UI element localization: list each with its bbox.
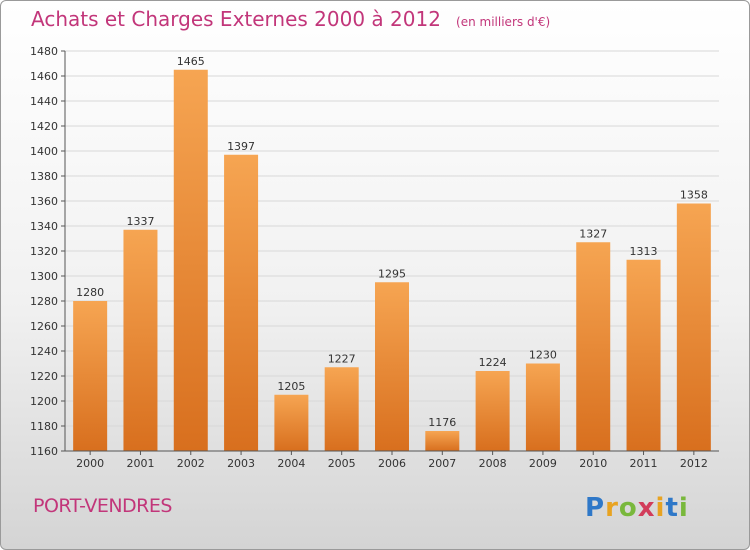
x-tick-label: 2012 — [680, 457, 708, 470]
y-tick-label: 1180 — [30, 420, 58, 433]
logo-letter: i — [655, 493, 666, 523]
bar — [525, 363, 560, 451]
bar — [425, 431, 460, 451]
x-tick-label: 2001 — [126, 457, 154, 470]
logo-letter: o — [618, 493, 638, 523]
y-tick-label: 1220 — [30, 370, 58, 383]
data-label: 1337 — [126, 215, 154, 228]
logo-letter: P — [585, 493, 606, 523]
data-label: 1397 — [227, 140, 255, 153]
logo-letter: t — [665, 493, 679, 523]
data-label: 1295 — [378, 267, 406, 280]
y-tick-label: 1340 — [30, 220, 58, 233]
bar — [626, 259, 661, 451]
y-tick-label: 1480 — [30, 45, 58, 58]
x-tick-label: 2005 — [328, 457, 356, 470]
y-tick-label: 1300 — [30, 270, 58, 283]
unit-text: (en milliers d'€) — [456, 15, 551, 29]
bar — [324, 367, 359, 451]
y-tick-label: 1240 — [30, 345, 58, 358]
bar — [475, 371, 510, 451]
logo-letter: r — [605, 493, 619, 523]
x-tick-label: 2007 — [428, 457, 456, 470]
y-tick-label: 1320 — [30, 245, 58, 258]
x-tick-label: 2002 — [177, 457, 205, 470]
bar — [123, 229, 158, 451]
title-text: Achats et Charges Externes 2000 à 2012 — [31, 7, 441, 31]
data-label: 1224 — [479, 356, 507, 369]
y-tick-label: 1420 — [30, 120, 58, 133]
data-label: 1327 — [579, 227, 607, 240]
y-tick-label: 1260 — [30, 320, 58, 333]
data-label: 1358 — [680, 189, 708, 202]
bar — [173, 69, 208, 451]
x-tick-label: 2003 — [227, 457, 255, 470]
bar — [224, 154, 259, 451]
y-tick-label: 1460 — [30, 70, 58, 83]
data-label: 1280 — [76, 286, 104, 299]
bar — [73, 301, 108, 451]
data-label: 1176 — [428, 416, 456, 429]
chart-title: Achats et Charges Externes 2000 à 2012 (… — [31, 7, 550, 31]
bar — [375, 282, 409, 451]
x-tick-label: 2010 — [579, 457, 607, 470]
x-tick-label: 2004 — [277, 457, 305, 470]
bar — [576, 242, 611, 451]
axis-layer: 1160 1180 1200 1220 1240 1260 1280 1300 1320 1340… — [30, 45, 719, 470]
y-tick-label: 1380 — [30, 170, 58, 183]
bar — [274, 394, 309, 451]
x-tick-label: 2009 — [529, 457, 557, 470]
y-tick-label: 1160 — [30, 445, 58, 458]
data-label: 1205 — [277, 380, 305, 393]
bar-layer: 1280 1337 1465 1397 1205 1227 1295 1176 1224 1230… — [73, 55, 711, 451]
y-tick-label: 1440 — [30, 95, 58, 108]
x-tick-label: 2000 — [76, 457, 104, 470]
y-tick-label: 1200 — [30, 395, 58, 408]
data-label: 1227 — [328, 352, 356, 365]
bar — [676, 203, 711, 451]
logo-letter: i — [678, 493, 689, 523]
logo-letter: x — [637, 493, 656, 523]
data-label: 1230 — [529, 349, 557, 362]
y-tick-label: 1360 — [30, 195, 58, 208]
x-tick-label: 2008 — [479, 457, 507, 470]
place-name: PORT-VENDRES — [33, 495, 172, 517]
x-tick-label: 2006 — [378, 457, 406, 470]
x-tick-label: 2011 — [630, 457, 658, 470]
data-label: 1313 — [630, 245, 658, 258]
data-label: 1465 — [177, 55, 205, 68]
y-tick-label: 1280 — [30, 295, 58, 308]
y-tick-label: 1400 — [30, 145, 58, 158]
proxiti-logo: Proxiti — [585, 493, 689, 523]
